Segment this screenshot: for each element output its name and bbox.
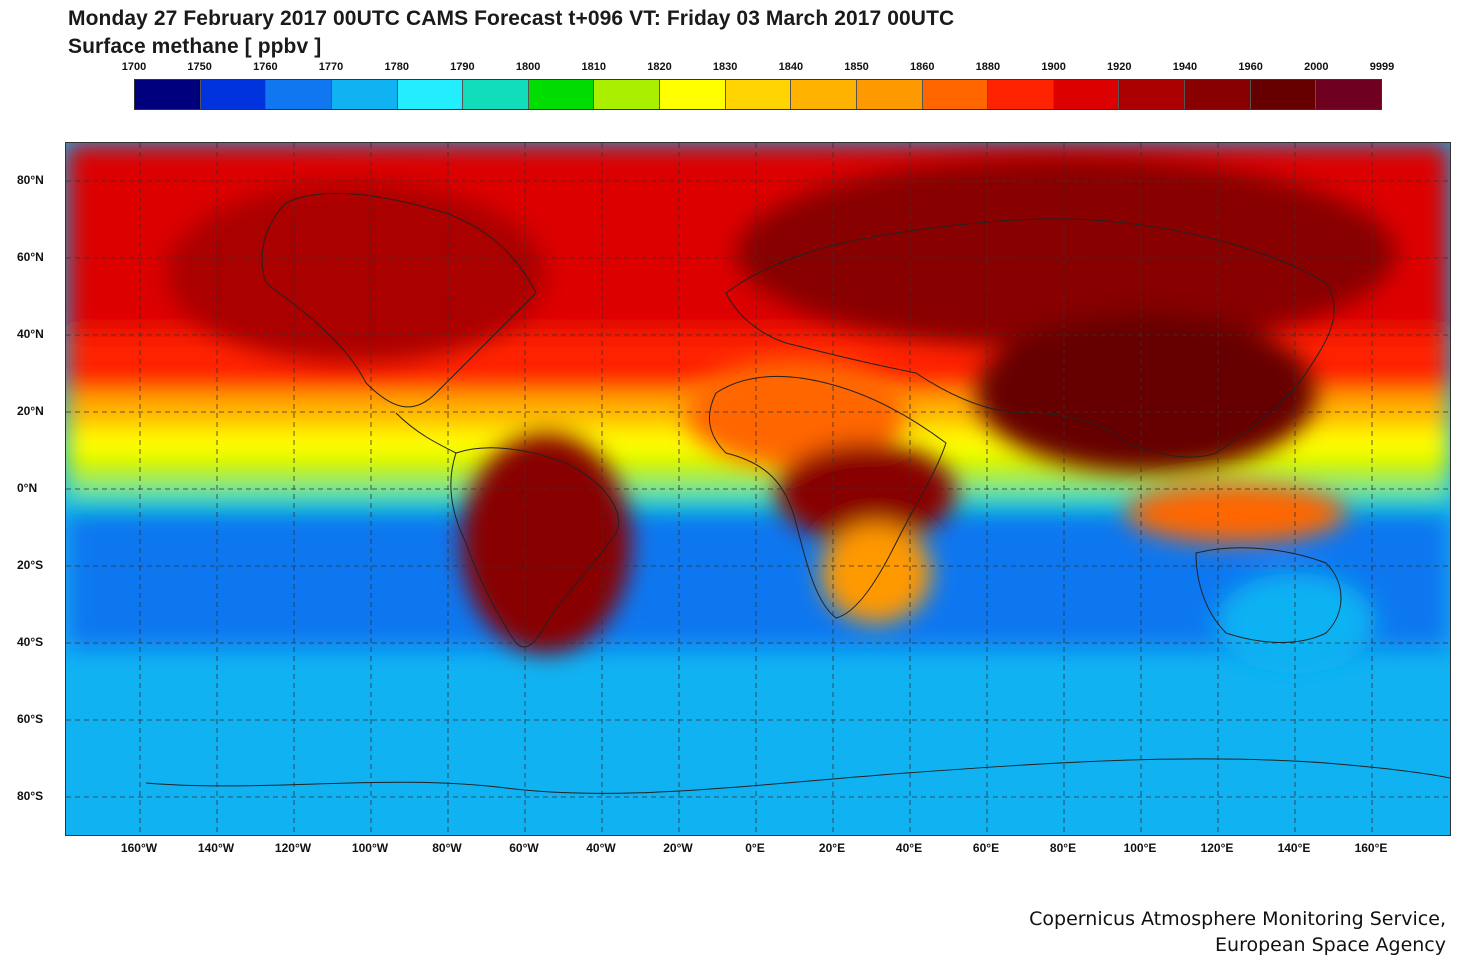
latitude-label: 40°N bbox=[17, 327, 44, 341]
colorbar-swatch bbox=[1119, 80, 1185, 109]
colorbar-tick-label: 9999 bbox=[1369, 61, 1395, 73]
colorbar-tick-label: 1850 bbox=[844, 61, 869, 73]
latitude-label: 80°S bbox=[17, 789, 44, 803]
longitude-label: 140°W bbox=[197, 841, 235, 855]
colorbar-tick-label: 1900 bbox=[1041, 61, 1066, 73]
longitude-label: 40°W bbox=[586, 841, 616, 855]
colorbar-swatch bbox=[463, 80, 529, 109]
longitude-label: 60°W bbox=[509, 841, 539, 855]
colorbar-tick-label: 2000 bbox=[1304, 61, 1329, 73]
colorbar-tick-label: 1800 bbox=[515, 61, 541, 73]
colorbar-swatch bbox=[922, 80, 989, 109]
continent-shading bbox=[166, 158, 1396, 673]
latitude-label: 40°S bbox=[17, 635, 44, 649]
colorbar-swatch bbox=[660, 80, 726, 109]
colorbar-tick-label: 1840 bbox=[778, 61, 804, 73]
methane-map bbox=[65, 142, 1451, 836]
longitude-label: 100°W bbox=[351, 841, 389, 855]
colorbar-swatch bbox=[791, 80, 857, 109]
colorbar-tick-label: 1810 bbox=[581, 61, 607, 73]
longitude-label: 80°W bbox=[432, 841, 462, 855]
colorbar-swatch bbox=[331, 80, 398, 109]
colorbar-swatch bbox=[1185, 80, 1251, 109]
credit-text: Copernicus Atmosphere Monitoring Service… bbox=[1029, 906, 1446, 958]
latitude-label: 60°N bbox=[17, 250, 44, 264]
longitude-label: 20°E bbox=[818, 841, 846, 855]
longitude-label: 40°E bbox=[895, 841, 923, 855]
colorbar-swatch bbox=[1053, 80, 1120, 109]
colorbar-swatch bbox=[135, 80, 201, 109]
colorbar-tick-label: 1830 bbox=[712, 61, 738, 73]
colorbar-tick-label: 1770 bbox=[318, 61, 344, 73]
longitude-label: 20°W bbox=[663, 841, 693, 855]
longitude-label: 60°E bbox=[972, 841, 1000, 855]
longitude-label: 120°W bbox=[274, 841, 312, 855]
colorbar-tick-label: 1820 bbox=[647, 61, 672, 73]
latitude-label: 20°S bbox=[17, 558, 44, 572]
colorbar-tick-label: 1860 bbox=[909, 61, 935, 73]
latitude-label: 60°S bbox=[17, 712, 44, 726]
colorbar-legend bbox=[134, 79, 1382, 110]
credit-line-2: European Space Agency bbox=[1215, 934, 1446, 956]
credit-line-1: Copernicus Atmosphere Monitoring Service… bbox=[1029, 908, 1446, 930]
colorbar-swatch bbox=[988, 80, 1054, 109]
latitude-label: 20°N bbox=[17, 404, 44, 418]
chart-subtitle: Surface methane [ ppbv ] bbox=[68, 35, 322, 58]
colorbar-swatch bbox=[528, 80, 595, 109]
chart-title: Monday 27 February 2017 00UTC CAMS Forec… bbox=[68, 7, 955, 30]
colorbar-swatch bbox=[1316, 80, 1381, 109]
colorbar-tick-label: 1920 bbox=[1107, 61, 1132, 73]
latitude-label: 0°N bbox=[17, 481, 38, 495]
colorbar-tick-label: 1880 bbox=[975, 61, 1001, 73]
colorbar-tick-label: 1790 bbox=[450, 61, 475, 73]
longitude-label: 120°E bbox=[1200, 841, 1234, 855]
map-canvas bbox=[66, 143, 1450, 835]
longitude-label: 80°E bbox=[1049, 841, 1077, 855]
colorbar-tick-label: 1780 bbox=[384, 61, 409, 73]
colorbar-tick-label: 1760 bbox=[253, 61, 278, 73]
longitude-label: 140°E bbox=[1277, 841, 1311, 855]
colorbar-swatch bbox=[856, 80, 923, 109]
colorbar-swatch bbox=[725, 80, 792, 109]
longitude-label: 160°W bbox=[120, 841, 158, 855]
coastlines bbox=[145, 192, 1450, 794]
colorbar-swatch bbox=[1250, 80, 1317, 109]
graticule bbox=[66, 143, 1450, 835]
longitude-label: 0°E bbox=[745, 841, 765, 855]
colorbar-swatch bbox=[594, 80, 660, 109]
colorbar-tick-label: 1750 bbox=[187, 61, 212, 73]
latitude-label: 80°N bbox=[17, 173, 44, 187]
colorbar-swatch bbox=[397, 80, 464, 109]
colorbar-tick-label: 1700 bbox=[121, 61, 147, 73]
colorbar-swatch bbox=[200, 80, 267, 109]
longitude-label: 100°E bbox=[1123, 841, 1157, 855]
colorbar-tick-label: 1960 bbox=[1238, 61, 1263, 73]
longitude-label: 160°E bbox=[1354, 841, 1388, 855]
colorbar-swatch bbox=[266, 80, 332, 109]
colorbar-tick-label: 1940 bbox=[1172, 61, 1198, 73]
